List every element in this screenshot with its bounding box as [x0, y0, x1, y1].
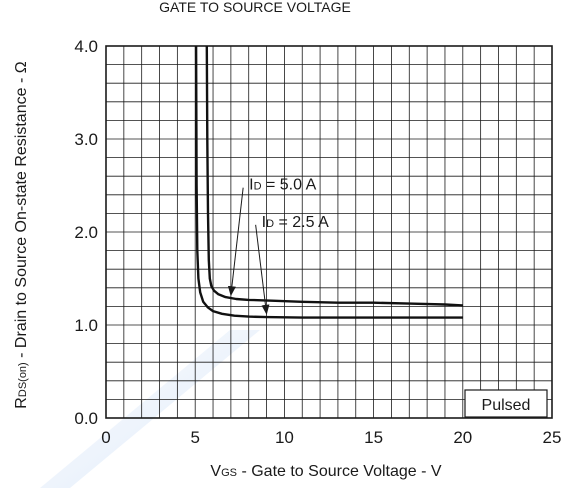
series-line-1	[205, 45, 463, 307]
annotation-arrow	[227, 187, 244, 297]
annotation-arrow	[255, 224, 270, 315]
x-tick-label: 10	[275, 428, 294, 447]
pulsed-label: Pulsed	[482, 397, 531, 414]
y-axis-label: RDS(on) - Drain to Source On-state Resis…	[13, 61, 30, 408]
y-tick-label: 2.0	[74, 223, 98, 242]
series-label-1: ID = 5.0 A	[249, 177, 316, 194]
y-tick-label: 0.0	[74, 409, 98, 428]
pulsed-box	[464, 389, 548, 418]
x-tick-label: 0	[101, 428, 110, 447]
y-tick-label: 1.0	[74, 316, 98, 335]
tick-labels: 0 5 10 15 20 25 0.0 1.0 2.0 3.0 4.0	[74, 37, 561, 447]
x-tick-label: 25	[543, 428, 562, 447]
chart-title: GATE TO SOURCE VOLTAGE	[159, 0, 351, 15]
series-layer	[194, 45, 463, 319]
series-label-2: ID = 2.5 A	[262, 214, 329, 231]
watermark-shape	[40, 330, 260, 488]
x-tick-label: 15	[364, 428, 383, 447]
annotations: ID = 5.0 A ID = 2.5 A	[227, 177, 329, 315]
series-line-2	[194, 45, 463, 319]
plot-frame	[105, 45, 553, 419]
x-axis-label: VGS - Gate to Source Voltage - V	[210, 463, 441, 480]
y-tick-label: 3.0	[74, 130, 98, 149]
x-tick-label: 5	[190, 428, 199, 447]
x-tick-label: 20	[453, 428, 472, 447]
y-tick-label: 4.0	[74, 37, 98, 56]
grid	[105, 45, 553, 419]
